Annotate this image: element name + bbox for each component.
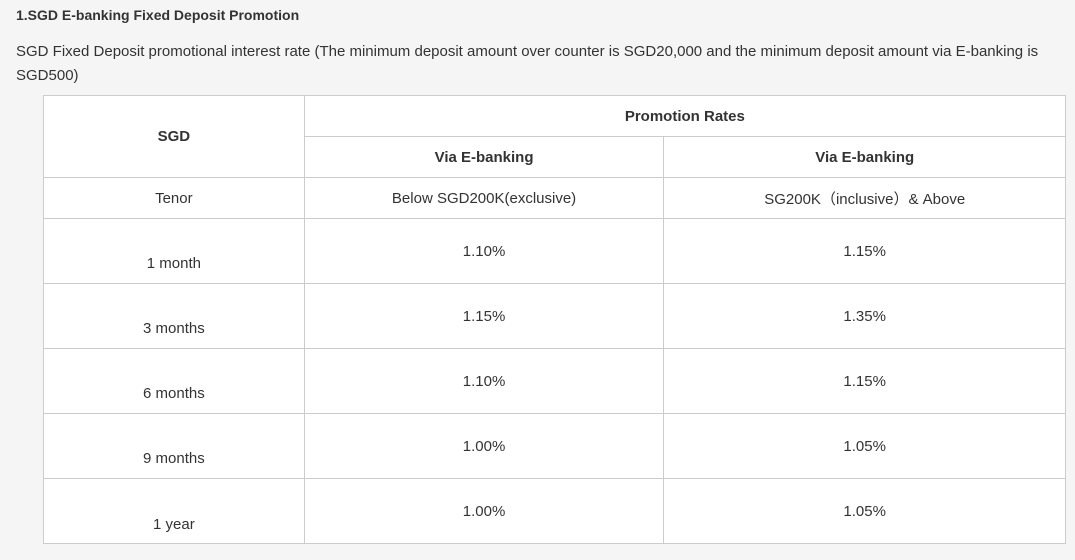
tenor-cell: 3 months — [43, 283, 305, 349]
column-header: Via E-banking — [303, 136, 665, 178]
table-body: SGD Promotion Rates Via E-banking Via E-… — [43, 95, 1067, 544]
intro: SGD Fixed Deposit promotional interest r… — [16, 43, 1039, 84]
subheader-label: Tenor — [43, 177, 305, 219]
rate-cell: 1.05% — [663, 478, 1066, 544]
rate-row: 6 months 1.10% 1.15% — [43, 348, 1066, 414]
heading: 1.SGD E-banking Fixed Deposit Promotion — [16, 7, 300, 23]
rate-cell: 1.15% — [663, 218, 1066, 284]
rate-cell: 1.00% — [303, 478, 665, 544]
tenor-cell: 1 month — [43, 218, 305, 284]
column-header: Via E-banking — [663, 136, 1066, 178]
tenor-cell: 1 year — [43, 478, 305, 544]
corner-cell: SGD — [43, 95, 305, 178]
subheader: Below SGD200K(exclusive) — [303, 177, 665, 219]
rate-cell: 1.00% — [303, 413, 665, 479]
rate-row: 9 months 1.00% 1.05% — [43, 413, 1066, 479]
tenor-cell: 6 months — [43, 348, 305, 414]
rate-cell: 1.35% — [663, 283, 1066, 349]
rate-row: 1 year 1.00% 1.05% — [43, 478, 1066, 544]
header-row: SGD Promotion Rates — [43, 95, 1067, 178]
rate-cell: 1.10% — [303, 348, 665, 414]
rate-row: 3 months 1.15% 1.35% — [43, 283, 1066, 349]
rate-cell: 1.15% — [663, 348, 1066, 414]
rate-row: 1 month 1.10% 1.15% — [43, 218, 1066, 284]
subheader: SG200K（inclusive）& Above — [663, 177, 1066, 219]
rates-table: SGD Promotion Rates Via E-banking Via E-… — [43, 95, 1067, 544]
group-header: Promotion Rates — [303, 95, 1067, 137]
rate-cell: 1.05% — [663, 413, 1066, 479]
rate-cell: 1.10% — [303, 218, 665, 284]
rate-cell: 1.15% — [303, 283, 665, 349]
tenor-cell: 9 months — [43, 413, 305, 479]
header-row: Via E-banking Via E-banking — [44, 136, 1066, 178]
subheader-row: Tenor Below SGD200K(exclusive) SG200K（in… — [43, 177, 1066, 219]
content: 1.SGD E-banking Fixed Deposit Promotion … — [16, 7, 1067, 544]
